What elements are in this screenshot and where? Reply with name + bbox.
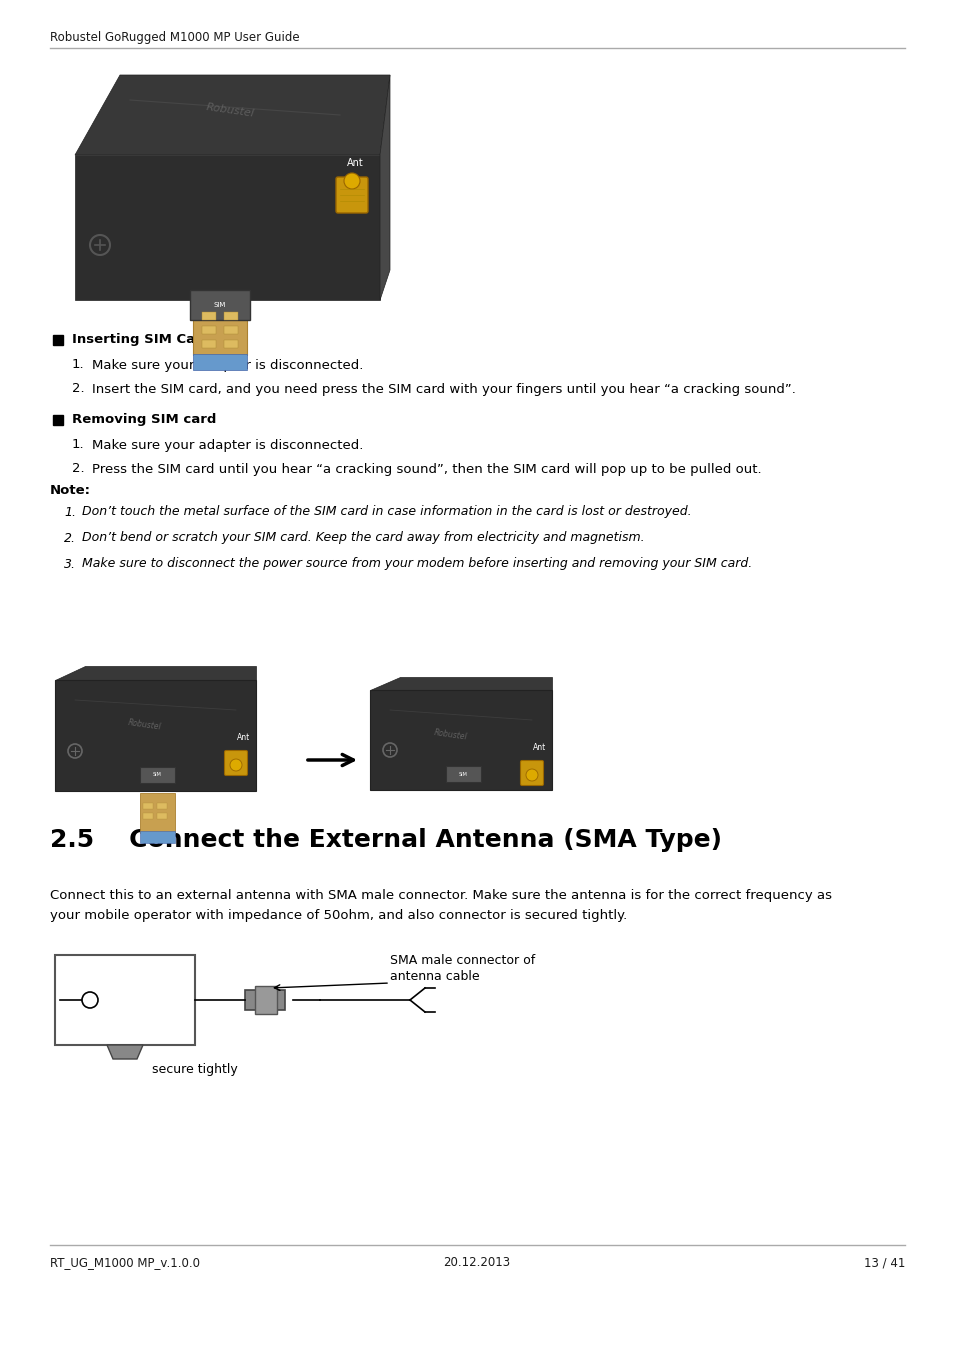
FancyBboxPatch shape [202, 340, 215, 348]
FancyBboxPatch shape [50, 58, 399, 310]
Text: SIM: SIM [458, 771, 467, 776]
FancyBboxPatch shape [446, 765, 480, 782]
FancyBboxPatch shape [143, 813, 152, 819]
FancyBboxPatch shape [157, 813, 167, 819]
FancyBboxPatch shape [224, 340, 237, 348]
Text: Make sure your adapter is disconnected.: Make sure your adapter is disconnected. [91, 359, 363, 371]
FancyBboxPatch shape [224, 312, 237, 320]
Text: 3.: 3. [64, 558, 76, 571]
FancyBboxPatch shape [370, 690, 552, 790]
FancyBboxPatch shape [75, 155, 379, 300]
Text: your mobile operator with impedance of 50ohm, and also connector is secured tigh: your mobile operator with impedance of 5… [50, 909, 626, 922]
Text: 2.: 2. [71, 382, 85, 396]
Text: SIM: SIM [152, 772, 161, 778]
Text: Inserting SIM Card: Inserting SIM Card [71, 333, 211, 347]
Text: 1.: 1. [71, 439, 85, 451]
FancyBboxPatch shape [224, 751, 247, 775]
FancyBboxPatch shape [55, 954, 194, 1045]
Text: 13 / 41: 13 / 41 [862, 1257, 904, 1269]
FancyBboxPatch shape [224, 325, 237, 333]
Text: Ant: Ant [237, 733, 251, 743]
FancyBboxPatch shape [193, 354, 247, 370]
FancyBboxPatch shape [140, 767, 174, 783]
FancyBboxPatch shape [140, 832, 174, 842]
FancyBboxPatch shape [254, 986, 276, 1014]
Text: SIM: SIM [213, 302, 226, 308]
Text: 2.5    Connect the External Antenna (SMA Type): 2.5 Connect the External Antenna (SMA Ty… [50, 828, 721, 852]
Circle shape [525, 769, 537, 782]
FancyBboxPatch shape [190, 290, 250, 320]
Text: Robustel GoRugged M1000 MP User Guide: Robustel GoRugged M1000 MP User Guide [50, 31, 299, 45]
Polygon shape [370, 676, 552, 690]
Text: 2.: 2. [71, 463, 85, 475]
Circle shape [82, 992, 98, 1008]
Text: 20.12.2013: 20.12.2013 [443, 1257, 510, 1269]
Circle shape [230, 759, 242, 771]
FancyBboxPatch shape [193, 300, 247, 355]
Text: 1.: 1. [71, 359, 85, 371]
Circle shape [344, 173, 359, 189]
FancyBboxPatch shape [335, 177, 368, 213]
Text: Note:: Note: [50, 483, 91, 497]
Text: Don’t bend or scratch your SIM card. Keep the card away from electricity and mag: Don’t bend or scratch your SIM card. Kee… [82, 532, 644, 544]
FancyBboxPatch shape [140, 792, 174, 833]
FancyBboxPatch shape [202, 312, 215, 320]
Text: Robustel: Robustel [434, 728, 468, 741]
FancyBboxPatch shape [245, 990, 285, 1010]
Text: Robustel: Robustel [128, 718, 162, 732]
FancyBboxPatch shape [55, 680, 255, 791]
FancyBboxPatch shape [143, 803, 152, 809]
Text: Connect this to an external antenna with SMA male connector. Make sure the anten: Connect this to an external antenna with… [50, 888, 831, 902]
Text: RT_UG_M1000 MP_v.1.0.0: RT_UG_M1000 MP_v.1.0.0 [50, 1257, 200, 1269]
Text: 1.: 1. [64, 505, 76, 518]
Text: Ant: Ant [533, 744, 546, 752]
Text: secure tightly: secure tightly [152, 1064, 237, 1076]
Polygon shape [379, 76, 390, 300]
Text: Make sure to disconnect the power source from your modem before inserting and re: Make sure to disconnect the power source… [82, 558, 752, 571]
Text: SMA male connector of: SMA male connector of [390, 953, 535, 967]
FancyBboxPatch shape [157, 803, 167, 809]
Text: Ant: Ant [346, 158, 363, 167]
Text: Insert the SIM card, and you need press the SIM card with your fingers until you: Insert the SIM card, and you need press … [91, 382, 795, 396]
Text: antenna cable: antenna cable [390, 971, 479, 984]
Text: Don’t touch the metal surface of the SIM card in case information in the card is: Don’t touch the metal surface of the SIM… [82, 505, 691, 518]
Text: Removing SIM card: Removing SIM card [71, 413, 216, 427]
FancyBboxPatch shape [520, 760, 543, 786]
FancyBboxPatch shape [202, 325, 215, 333]
Polygon shape [107, 1045, 143, 1058]
Polygon shape [75, 76, 390, 155]
Text: Make sure your adapter is disconnected.: Make sure your adapter is disconnected. [91, 439, 363, 451]
Polygon shape [55, 666, 255, 680]
Text: Robustel: Robustel [205, 101, 254, 119]
Text: Press the SIM card until you hear “a cracking sound”, then the SIM card will pop: Press the SIM card until you hear “a cra… [91, 463, 760, 475]
Text: 2.: 2. [64, 532, 76, 544]
